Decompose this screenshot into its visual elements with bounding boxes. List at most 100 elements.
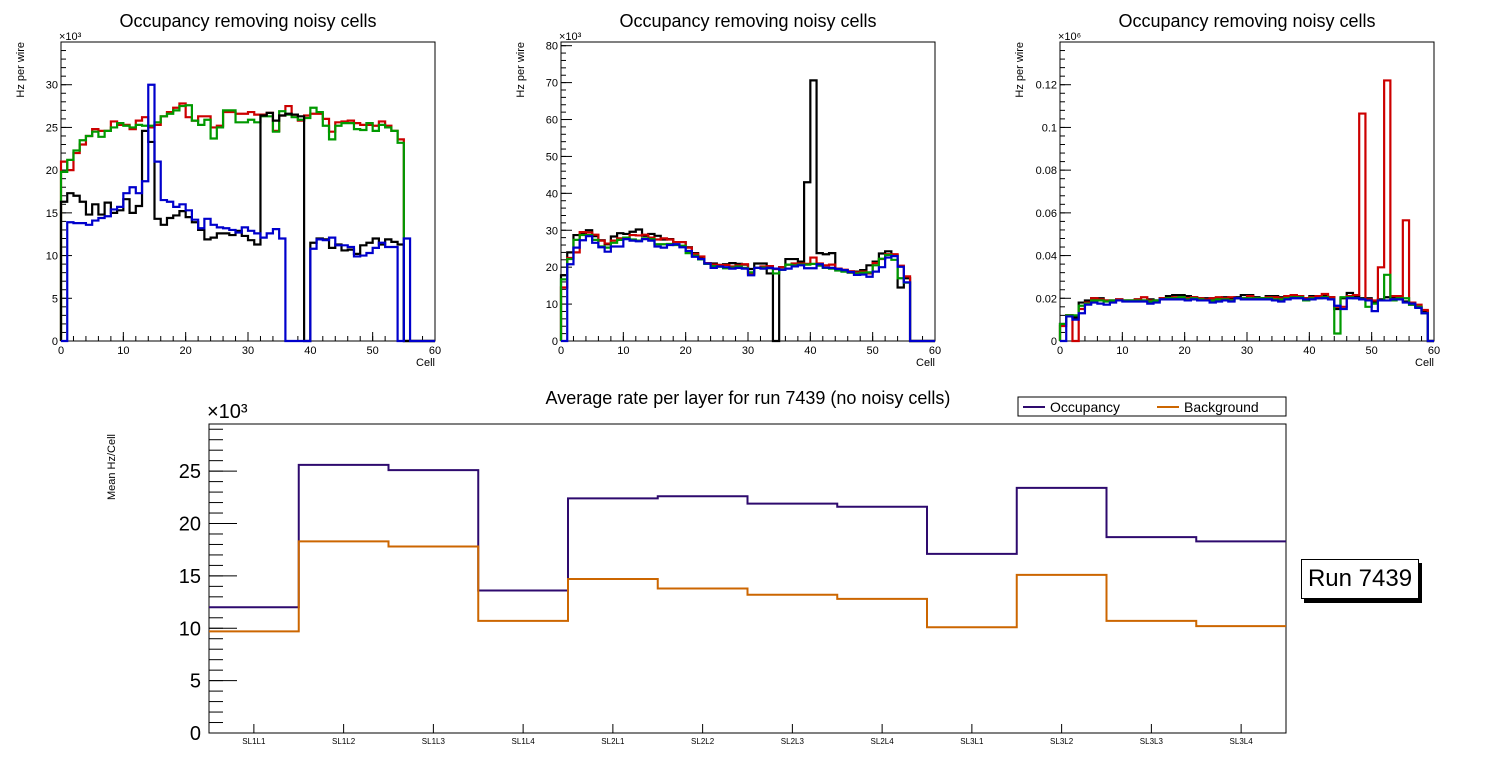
series-green bbox=[59, 104, 435, 343]
y-tick-label: 30 bbox=[546, 225, 558, 237]
histogram-panel-2: Occupancy removing noisy cells 0 10 20 30 40 5… bbox=[515, 11, 941, 369]
chart-title: Occupancy removing noisy cells bbox=[1118, 11, 1375, 31]
chart-title: Average rate per layer for run 7439 (no … bbox=[546, 388, 951, 408]
x-tick-label: 10 bbox=[1116, 345, 1128, 357]
x-tick-label: 40 bbox=[304, 345, 316, 357]
x-tick-label: 50 bbox=[867, 345, 879, 357]
series-green bbox=[559, 233, 935, 343]
x-category-label: SL1L4 bbox=[512, 737, 536, 746]
y-tick-label: 5 bbox=[52, 293, 58, 305]
chart-title: Occupancy removing noisy cells bbox=[119, 11, 376, 31]
legend: Occupancy Background bbox=[1017, 396, 1287, 417]
plot-frame bbox=[560, 41, 936, 342]
y-tick-label: 20 bbox=[46, 165, 58, 177]
x-tick-label: 10 bbox=[117, 345, 129, 357]
y-axis-label: Mean Hz/Cell bbox=[106, 434, 118, 500]
x-tick-label: 0 bbox=[58, 345, 64, 357]
x-tick-label: 50 bbox=[1366, 345, 1378, 357]
x-axis-label: Cell bbox=[916, 357, 935, 369]
layer-rate-panel: Average rate per layer for run 7439 (no … bbox=[106, 388, 1287, 746]
y-axis-label: Hz per wire bbox=[515, 42, 527, 98]
x-tick-label: 40 bbox=[804, 345, 816, 357]
histogram-panel-1: Occupancy removing noisy cells 0 5 10 15 20 25… bbox=[15, 11, 441, 369]
y-tick-label: 0.02 bbox=[1036, 293, 1057, 305]
series-black bbox=[559, 79, 935, 343]
x-category-label: SL1L2 bbox=[332, 737, 356, 746]
x-tick-label: 30 bbox=[1241, 345, 1253, 357]
y-tick-label: 0.06 bbox=[1036, 208, 1057, 220]
x-tick-label: 60 bbox=[429, 345, 441, 357]
x-category-label: SL2L4 bbox=[871, 737, 895, 746]
series-red bbox=[59, 102, 435, 343]
y-tick-label: 20 bbox=[546, 262, 558, 274]
legend-label-background: Background bbox=[1184, 399, 1259, 415]
y-tick-label: 80 bbox=[546, 41, 558, 53]
x-tick-label: 0 bbox=[558, 345, 564, 357]
y-tick-label: 25 bbox=[179, 461, 201, 483]
y-tick-label: 0 bbox=[52, 336, 58, 348]
y-tick-label: 20 bbox=[179, 514, 201, 536]
x-axis-label: Cell bbox=[1415, 357, 1434, 369]
y-tick-label: 30 bbox=[46, 80, 58, 92]
y-tick-label: 0.04 bbox=[1036, 251, 1057, 263]
y-tick-label: 0 bbox=[552, 336, 558, 348]
y-tick-label: 10 bbox=[179, 618, 201, 640]
legend-label-occupancy: Occupancy bbox=[1050, 399, 1120, 415]
histogram-panel-3: Occupancy removing noisy cells 0 0.02 0.04 0… bbox=[1014, 11, 1440, 369]
y-tick-label: 0 bbox=[1051, 336, 1057, 348]
series-blue bbox=[1060, 297, 1434, 343]
x-tick-label: 10 bbox=[617, 345, 629, 357]
x-axis-label: Cell bbox=[416, 357, 435, 369]
x-category-label: SL1L1 bbox=[242, 737, 266, 746]
y-tick-label: 50 bbox=[546, 151, 558, 163]
x-tick-label: 40 bbox=[1303, 345, 1315, 357]
series-red bbox=[559, 231, 935, 343]
y-multiplier-label: ×10³ bbox=[207, 401, 248, 423]
y-tick-label: 0.12 bbox=[1036, 80, 1057, 92]
y-tick-label: 10 bbox=[546, 299, 558, 311]
y-tick-label: 15 bbox=[179, 566, 201, 588]
x-tick-label: 30 bbox=[242, 345, 254, 357]
x-tick-label: 60 bbox=[1428, 345, 1440, 357]
x-category-label: SL2L2 bbox=[691, 737, 715, 746]
y-tick-label: 15 bbox=[46, 208, 58, 220]
x-tick-label: 30 bbox=[742, 345, 754, 357]
x-tick-label: 60 bbox=[929, 345, 941, 357]
x-category-label: SL2L1 bbox=[601, 737, 625, 746]
x-category-label: SL2L3 bbox=[781, 737, 805, 746]
x-tick-label: 0 bbox=[1057, 345, 1063, 357]
y-tick-label: 10 bbox=[46, 251, 58, 263]
y-axis-label: Hz per wire bbox=[1014, 42, 1026, 98]
x-category-label: SL3L4 bbox=[1230, 737, 1254, 746]
plot-frame bbox=[208, 423, 1287, 734]
run-label-box: Run 7439 bbox=[1301, 559, 1419, 599]
y-multiplier-label: ×10³ bbox=[59, 31, 82, 43]
x-category-label: SL1L3 bbox=[422, 737, 446, 746]
y-tick-label: 60 bbox=[546, 115, 558, 127]
x-tick-label: 20 bbox=[180, 345, 192, 357]
run-label: Run 7439 bbox=[1307, 565, 1413, 592]
series-blue bbox=[561, 235, 935, 343]
series-background bbox=[209, 540, 1286, 633]
y-tick-label: 0.08 bbox=[1036, 165, 1057, 177]
legend-frame bbox=[1017, 396, 1287, 417]
y-multiplier-label: ×10⁶ bbox=[1058, 31, 1081, 43]
x-tick-label: 50 bbox=[367, 345, 379, 357]
series-occupancy bbox=[209, 463, 1286, 609]
x-tick-label: 20 bbox=[1179, 345, 1191, 357]
series-blue bbox=[61, 83, 435, 343]
y-tick-label: 25 bbox=[46, 122, 58, 134]
y-axis-label: Hz per wire bbox=[15, 42, 27, 98]
x-tick-label: 20 bbox=[680, 345, 692, 357]
y-multiplier-label: ×10³ bbox=[559, 31, 582, 43]
x-category-label: SL3L1 bbox=[960, 737, 984, 746]
chart-title: Occupancy removing noisy cells bbox=[619, 11, 876, 31]
y-tick-label: 70 bbox=[546, 78, 558, 90]
y-tick-label: 40 bbox=[546, 188, 558, 200]
plot-frame bbox=[60, 41, 436, 342]
y-tick-label: 0 bbox=[190, 723, 201, 745]
x-category-label: SL3L2 bbox=[1050, 737, 1074, 746]
y-tick-label: 5 bbox=[190, 671, 201, 693]
x-category-label: SL3L3 bbox=[1140, 737, 1164, 746]
